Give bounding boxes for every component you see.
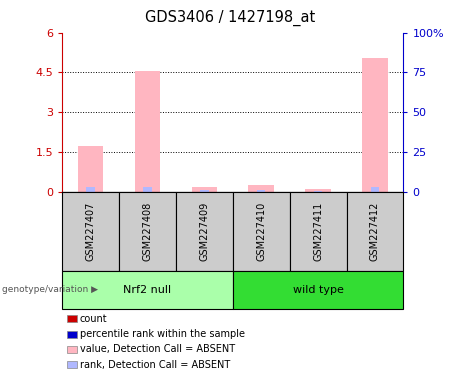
Bar [371,187,379,192]
Bar [362,58,388,192]
Bar [86,187,95,192]
Text: count: count [80,314,107,324]
Text: Nrf2 null: Nrf2 null [124,285,171,295]
Text: GSM227410: GSM227410 [256,202,266,261]
Bar [305,189,331,192]
Text: wild type: wild type [293,285,343,295]
Text: GSM227407: GSM227407 [86,202,96,261]
Text: genotype/variation ▶: genotype/variation ▶ [2,285,98,295]
Bar [257,190,266,192]
Text: GSM227409: GSM227409 [199,202,209,261]
Bar [143,187,152,192]
Bar [192,187,217,192]
Bar [135,71,160,192]
Bar [248,185,274,192]
Text: GSM227411: GSM227411 [313,202,323,261]
Bar [78,146,103,192]
Text: rank, Detection Call = ABSENT: rank, Detection Call = ABSENT [80,360,230,370]
Bar [314,191,322,192]
Text: percentile rank within the sample: percentile rank within the sample [80,329,245,339]
Text: GDS3406 / 1427198_at: GDS3406 / 1427198_at [145,10,316,26]
Text: value, Detection Call = ABSENT: value, Detection Call = ABSENT [80,344,235,354]
Text: GSM227412: GSM227412 [370,202,380,261]
Bar [200,190,209,192]
Text: GSM227408: GSM227408 [142,202,153,261]
